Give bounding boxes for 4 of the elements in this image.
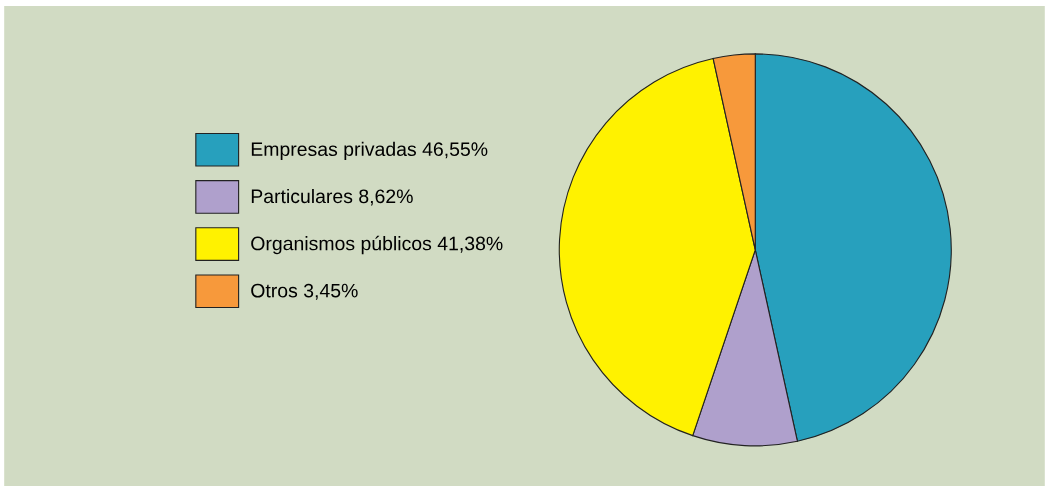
legend-label: Organismos públicos 41,38% bbox=[251, 235, 503, 255]
legend-label: Empresas privadas 46,55% bbox=[251, 141, 488, 160]
legend-label: Particulares 8,62% bbox=[251, 188, 413, 206]
legend-label: Otros 3,45% bbox=[251, 283, 358, 300]
